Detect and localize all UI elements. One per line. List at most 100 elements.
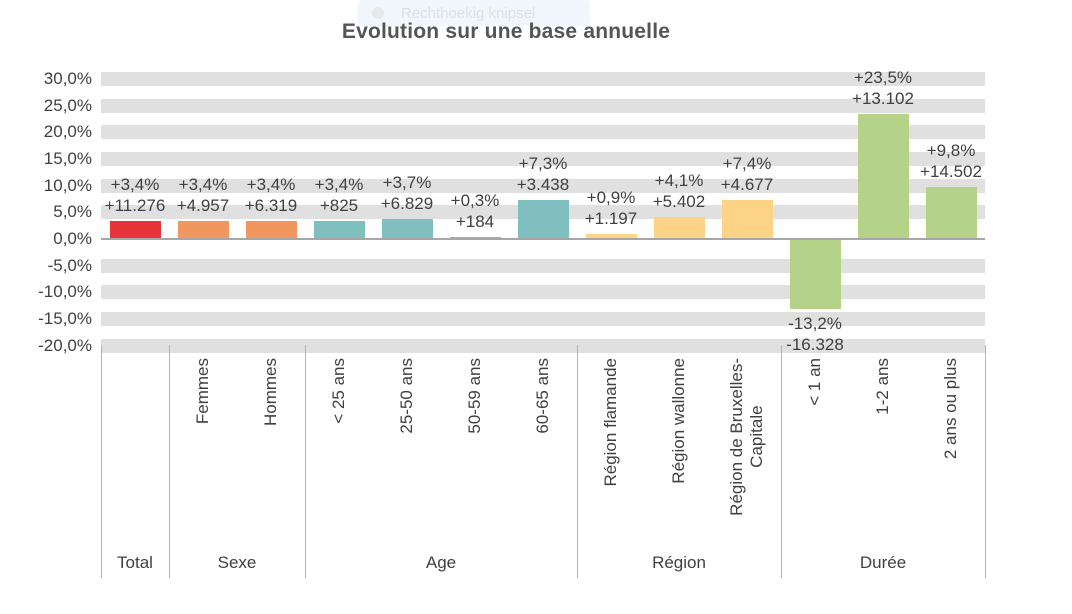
category-label-line: Région flamande <box>601 358 620 487</box>
axis-group-divider <box>101 345 102 578</box>
y-axis-label: -15,0% <box>38 309 92 328</box>
grid-band <box>101 338 985 353</box>
bar-value-label: +9,8% +14.502 <box>886 140 1016 182</box>
bar-pct-label: +4,1% <box>654 171 704 191</box>
category-label-line: Région de Bruxelles- <box>727 358 746 516</box>
grid-band <box>101 258 985 273</box>
grid-band <box>101 125 985 140</box>
bar-value-label: +3,4% +11.276 <box>70 174 200 216</box>
bar-pct-label: +9,8% <box>926 140 976 160</box>
y-axis-label: -20,0% <box>38 335 92 355</box>
y-axis-label: 30,0% <box>43 69 92 88</box>
bar <box>381 219 433 239</box>
grid-band <box>101 152 985 166</box>
category-label: 25-50 ans <box>397 358 417 434</box>
category-label-line: 50-59 ans <box>465 358 484 434</box>
bar-pct-label: -13,2% <box>788 314 842 334</box>
category-label: < 1 an <box>805 358 825 406</box>
category-label-line: Région wallonne <box>669 358 688 484</box>
group-label: Région <box>652 553 706 572</box>
grid-band <box>101 312 985 326</box>
group-label: Age <box>425 553 457 572</box>
category-label: Région de Bruxelles- Capitale <box>727 358 767 516</box>
bar-pct-label: +3,4% <box>246 174 296 194</box>
grid-band <box>101 178 985 193</box>
category-label-line: < 25 ans <box>329 358 348 424</box>
bar-pct-label: +23,5% <box>853 67 913 87</box>
group-label: Total <box>117 553 153 572</box>
bar <box>653 217 705 239</box>
y-axis-label: -5,0% <box>47 255 92 275</box>
group-label: Durée <box>859 553 907 572</box>
axis-group-divider <box>781 345 782 578</box>
y-axis-label: 15,0% <box>43 149 92 168</box>
y-axis-label: 0,0% <box>53 229 92 248</box>
bar <box>177 220 229 239</box>
bar-value-label: +3,7% +6.829 <box>342 172 472 214</box>
bar <box>585 234 637 239</box>
bar-abs-label: +13.102 <box>852 88 914 108</box>
bar <box>313 220 365 239</box>
bar <box>925 186 977 239</box>
bar-value-label: +0,9% +1.197 <box>546 187 676 229</box>
bar-pct-label: +3,4% <box>314 174 364 194</box>
bar <box>721 199 773 239</box>
bar-abs-label: +825 <box>319 195 359 215</box>
bar-value-label: +7,4% +4.677 <box>682 153 812 195</box>
grid-band <box>101 72 985 86</box>
bar-abs-label: +4.957 <box>176 195 230 215</box>
zero-line <box>101 238 985 240</box>
bar-pct-label: +7,4% <box>722 153 772 173</box>
y-axis-label: 20,0% <box>43 122 92 142</box>
bar-value-label: +3,4% +4.957 <box>138 174 268 216</box>
category-label: 2 ans ou plus <box>941 358 961 459</box>
y-axis-label: -10,0% <box>38 282 92 302</box>
bar-pct-label: +3,7% <box>382 173 432 193</box>
bar-pct-label: +3,4% <box>178 174 228 194</box>
bar-pct-label: +3,4% <box>110 174 160 194</box>
bar-abs-label: +6.829 <box>380 194 434 214</box>
category-label: 50-59 ans <box>465 358 485 434</box>
bar-value-label: +0,3% +184 <box>410 190 540 232</box>
bar-value-label: +3,4% +825 <box>274 174 404 216</box>
category-label-line: 1-2 ans <box>873 358 892 415</box>
bar-abs-label: +14.502 <box>920 161 982 181</box>
bar-abs-label: +3.438 <box>516 175 570 195</box>
category-label-line: Capitale <box>747 405 766 469</box>
axis-group-divider <box>985 345 986 578</box>
bar-abs-label: +184 <box>455 212 495 232</box>
bar-value-label: +7,3% +3.438 <box>478 153 608 195</box>
chart-title: Evolution sur une base annuelle <box>341 20 671 43</box>
category-label-line: Femmes <box>193 358 212 425</box>
category-label: 60-65 ans <box>533 358 553 434</box>
category-label-line: Hommes <box>261 358 280 427</box>
bar-abs-label: +4.677 <box>720 174 774 194</box>
group-label: Sexe <box>217 553 257 572</box>
bar <box>857 113 909 239</box>
snip-overlay[interactable]: Rechthoekig knipsel <box>358 0 590 26</box>
bar-pct-label: +0,3% <box>450 191 500 211</box>
bar <box>517 200 569 239</box>
category-label: Région flamande <box>601 358 621 487</box>
category-label-line: 60-65 ans <box>533 358 552 434</box>
category-label: Région wallonne <box>669 358 689 484</box>
category-label: Hommes <box>261 358 281 426</box>
y-axis-label: 25,0% <box>43 95 92 115</box>
category-label-line: < 1 an <box>805 358 824 406</box>
category-label: < 25 ans <box>329 358 349 424</box>
bar-abs-label: +11.276 <box>104 195 166 215</box>
bar-value-label: +3,4% +6.319 <box>206 174 336 216</box>
axis-group-divider <box>169 345 170 578</box>
bar-abs-label: +1.197 <box>584 209 638 229</box>
bar-pct-label: +0,9% <box>586 188 636 208</box>
bar <box>109 220 161 239</box>
bar <box>245 220 297 239</box>
bar-value-label: +4,1% +5.402 <box>614 170 744 212</box>
snip-mode-icon <box>372 7 384 19</box>
bar-value-label: +23,5% +13.102 <box>818 67 948 109</box>
axis-group-divider <box>577 345 578 578</box>
grid-band <box>101 98 985 113</box>
category-label: 1-2 ans <box>873 358 893 415</box>
category-label: Femmes <box>193 358 213 424</box>
bar-abs-label: -16.328 <box>786 335 844 355</box>
